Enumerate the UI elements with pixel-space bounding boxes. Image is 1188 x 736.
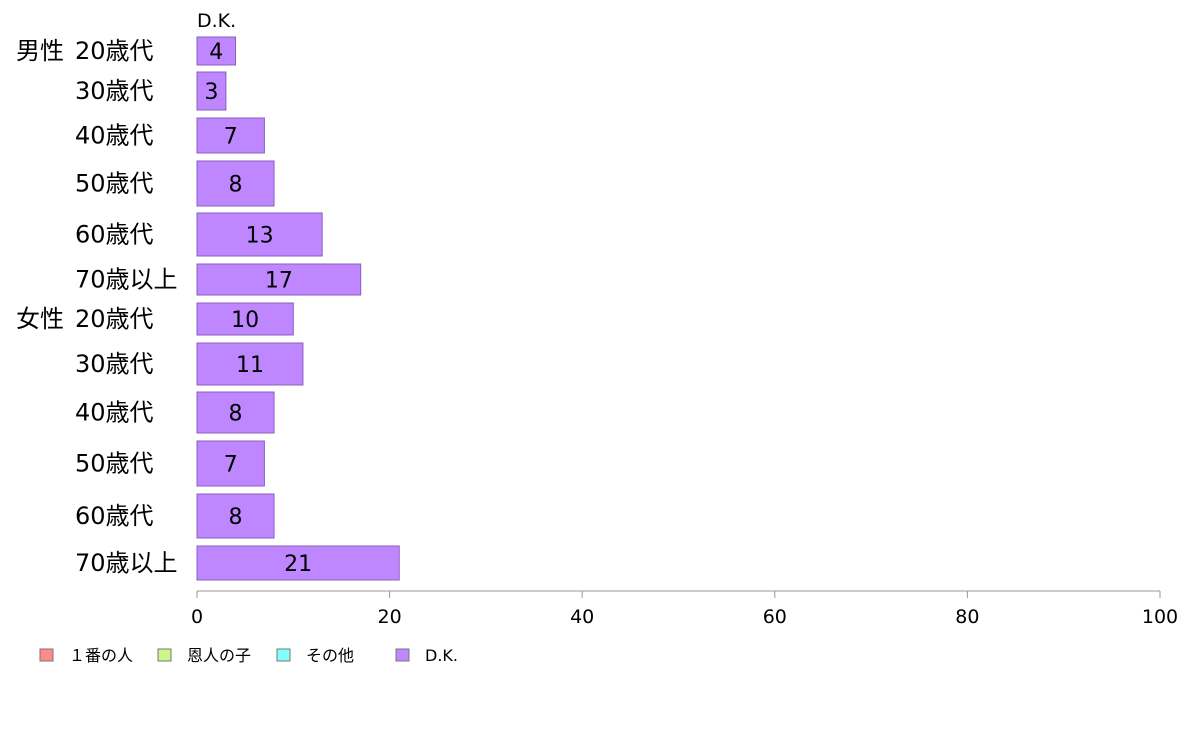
legend-label: その他 xyxy=(306,646,354,665)
data-label: 8 xyxy=(229,173,243,198)
legend-swatch xyxy=(157,648,172,662)
bar xyxy=(196,71,227,111)
bar xyxy=(196,440,265,487)
bar xyxy=(196,160,275,207)
x-tick-label: 60 xyxy=(763,606,787,628)
data-label: 8 xyxy=(229,402,243,427)
group-label: 女性 xyxy=(16,305,64,333)
data-label: 8 xyxy=(229,505,243,530)
category-label: 70歳以上 xyxy=(75,549,178,577)
category-label: 30歳代 xyxy=(75,77,154,105)
data-label: 21 xyxy=(284,552,312,577)
legend-label: １番の人 xyxy=(69,646,133,665)
category-label: 40歳代 xyxy=(75,122,154,150)
category-labels: 20歳代 30歳代 40歳代 50歳代 60歳代 70歳以上 20歳代 30歳代 40歳代 50歳… xyxy=(75,37,178,577)
bars xyxy=(196,36,400,581)
x-tick-label: 80 xyxy=(955,606,979,628)
category-label: 50歳代 xyxy=(75,170,154,198)
x-axis-ticks: 0 20 40 60 80 100 xyxy=(191,591,1178,628)
bar xyxy=(196,342,304,386)
legend-swatch xyxy=(276,648,291,662)
series-title: D.K. xyxy=(197,10,236,32)
legend-swatch xyxy=(39,648,54,662)
legend-label: 恩人の子 xyxy=(187,646,251,665)
category-label: 60歳代 xyxy=(75,502,154,530)
data-label: 3 xyxy=(204,80,218,105)
data-label: 7 xyxy=(224,453,238,478)
data-label: 4 xyxy=(209,40,223,65)
bar xyxy=(196,212,323,257)
data-label: 7 xyxy=(224,125,238,150)
bar xyxy=(196,263,362,296)
group-label: 男性 xyxy=(16,37,64,65)
legend-label: D.K. xyxy=(425,646,458,665)
bar xyxy=(196,36,237,66)
bar xyxy=(196,302,294,336)
category-label: 50歳代 xyxy=(75,450,154,478)
bar xyxy=(196,391,275,434)
category-label: 20歳代 xyxy=(75,37,154,65)
category-label: 20歳代 xyxy=(75,305,154,333)
bar xyxy=(196,117,265,154)
data-label: 17 xyxy=(265,269,293,294)
data-label: 13 xyxy=(246,224,274,249)
category-label: 60歳代 xyxy=(75,221,154,249)
x-tick-label: 40 xyxy=(570,606,594,628)
data-label: 10 xyxy=(231,308,259,333)
x-tick-label: 0 xyxy=(191,606,203,628)
bar xyxy=(196,545,400,581)
x-tick-label: 100 xyxy=(1142,606,1178,628)
category-label: 70歳以上 xyxy=(75,266,178,294)
legend: １番の人 恩人の子 その他 D.K. xyxy=(39,646,458,665)
x-tick-label: 20 xyxy=(378,606,402,628)
data-label: 11 xyxy=(236,353,264,378)
category-label: 30歳代 xyxy=(75,350,154,378)
legend-swatch xyxy=(395,648,410,662)
category-label: 40歳代 xyxy=(75,399,154,427)
bar xyxy=(196,493,275,539)
